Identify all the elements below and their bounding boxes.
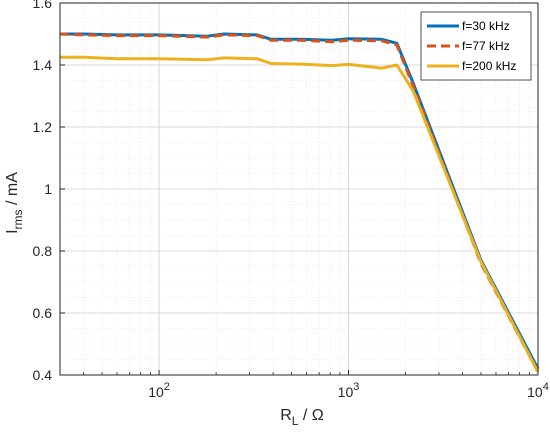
legend-box bbox=[420, 11, 532, 81]
y-axis-label: Irms / mA bbox=[4, 172, 25, 234]
y-tick-label: 0.4 bbox=[33, 367, 53, 383]
y-tick-label: 1 bbox=[44, 181, 52, 197]
x-axis-label-sub: L bbox=[292, 414, 299, 428]
series-line-3 bbox=[60, 55, 540, 373]
y-tick-label: 1.6 bbox=[33, 0, 53, 11]
y-axis-label-main: I bbox=[4, 229, 21, 233]
legend-label-1: f=30 kHz bbox=[462, 19, 510, 33]
y-tick-labels: 0.4 0.6 0.8 1 1.2 1.4 1.6 bbox=[33, 0, 53, 383]
y-tick-label: 1.2 bbox=[33, 119, 53, 135]
y-tick-label: 1.4 bbox=[33, 57, 53, 73]
x-tick-labels: 102 103 104 bbox=[148, 381, 549, 400]
legend-label-2: f=77 kHz bbox=[462, 39, 510, 53]
series-line-2 bbox=[59, 32, 540, 373]
y-tick-label: 0.8 bbox=[33, 243, 53, 259]
tick-marks bbox=[60, 2, 539, 376]
x-axis-label-unit: / Ω bbox=[298, 407, 323, 424]
y-axis-label-sub: rms bbox=[11, 209, 25, 229]
legend: f=30 kHz f=77 kHz f=200 kHz bbox=[420, 11, 532, 81]
x-tick-label: 104 bbox=[527, 381, 549, 400]
legend-label-3: f=200 kHz bbox=[462, 59, 516, 73]
y-axis-label-unit: / mA bbox=[4, 172, 21, 210]
y-tick-label: 0.6 bbox=[33, 305, 53, 321]
x-tick-label: 102 bbox=[148, 381, 170, 400]
x-tick-label: 103 bbox=[338, 381, 360, 400]
x-axis-label-main: R bbox=[280, 407, 292, 424]
x-axis-label: RL / Ω bbox=[280, 407, 324, 428]
series-layer bbox=[59, 32, 540, 373]
